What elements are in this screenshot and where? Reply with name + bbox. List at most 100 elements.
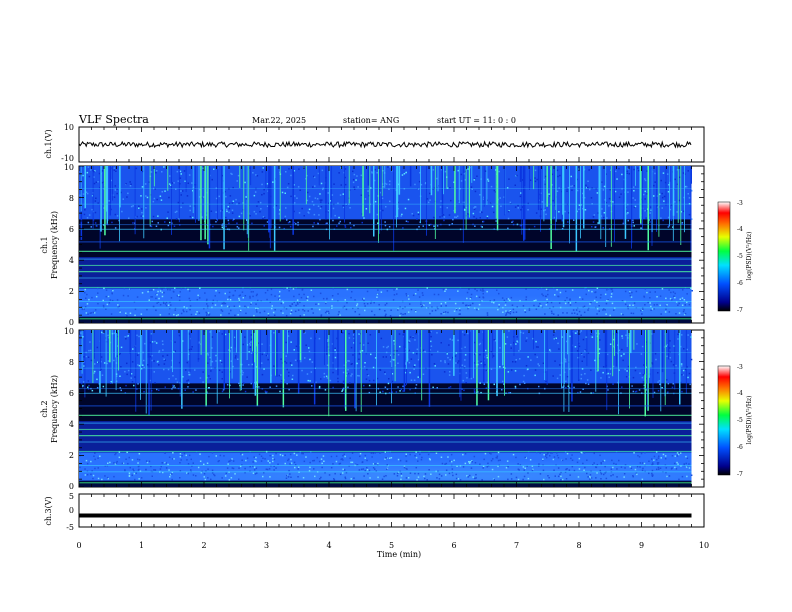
- spectrogram-speckle: [163, 291, 165, 294]
- ch3-ytick: 0: [69, 506, 74, 515]
- spectrogram-speckle: [138, 453, 141, 455]
- spectrogram-speckle: [519, 300, 521, 302]
- spectrogram-sferic: [409, 166, 412, 187]
- spectrogram-speckle: [552, 199, 554, 202]
- spectrogram-speckle: [239, 310, 242, 313]
- spectrogram-speckle: [315, 381, 317, 384]
- spectrogram-speckle: [188, 297, 191, 300]
- spectrogram-speckle: [350, 461, 352, 464]
- spectrogram-speckle: [163, 363, 166, 365]
- spectrogram-speckle: [463, 206, 465, 208]
- spectrogram-speckle: [444, 170, 447, 173]
- spectrogram-speckle: [406, 468, 408, 470]
- spectrogram-speckle: [444, 360, 446, 362]
- spectrogram-speckle: [419, 172, 421, 174]
- spectrogram-speckle: [110, 381, 112, 383]
- spectrogram-speckle: [309, 380, 311, 382]
- spectrogram-speckle: [179, 183, 181, 185]
- spectrogram-speckle: [84, 288, 86, 291]
- spectrogram-speckle: [362, 298, 364, 300]
- spectrogram-speckle: [156, 170, 158, 172]
- spectrogram-speckle: [424, 351, 427, 353]
- spectrogram-speckle: [111, 367, 114, 370]
- spectrogram-speckle: [342, 382, 345, 384]
- spectrogram-speckle: [556, 377, 559, 380]
- spectrogram-speckle: [621, 188, 623, 190]
- spectrogram-speckle: [568, 368, 571, 370]
- spectrogram-speckle: [453, 210, 455, 212]
- spectrogram-speckle: [580, 452, 582, 455]
- spectrogram-speckle: [118, 353, 121, 356]
- spectrogram-speckle: [91, 208, 93, 211]
- spectrogram-sferic: [119, 166, 120, 242]
- spectrogram-speckle: [575, 309, 578, 311]
- spectrogram-speckle: [311, 308, 313, 310]
- spectrogram-speckle: [596, 287, 599, 289]
- spectrogram-speckle: [469, 461, 472, 463]
- spectrogram-speckle: [647, 301, 649, 304]
- spectrogram-speckle: [95, 181, 98, 183]
- spectrogram-speckle: [134, 216, 137, 218]
- spectrogram-speckle: [165, 467, 168, 469]
- spectrogram-low-glow: [79, 288, 692, 317]
- spectrogram-speckle: [627, 168, 629, 170]
- spectrogram-speckle: [140, 215, 142, 217]
- spectrogram-speckle: [672, 383, 674, 385]
- spectrogram-speckle: [264, 390, 267, 393]
- spectrogram-speckle: [121, 210, 123, 213]
- spectrogram-speckle: [538, 364, 540, 367]
- spectrogram-speckle: [93, 170, 95, 173]
- spectrogram-speckle: [106, 476, 109, 479]
- spectrogram-speckle: [473, 389, 476, 391]
- spectrogram-speckle: [142, 215, 144, 217]
- spectrogram-speckle: [285, 362, 288, 364]
- spectrogram-speckle: [275, 204, 278, 207]
- spectrogram-speckle: [287, 183, 290, 185]
- spectrogram-speckle: [145, 195, 147, 197]
- spectrogram-speckle: [556, 452, 558, 454]
- spectrogram-speckle: [653, 459, 655, 461]
- spectrogram-speckle: [362, 468, 365, 470]
- spectrogram-speckle: [516, 174, 518, 177]
- spectrogram-speckle: [125, 338, 127, 340]
- spectrogram-speckle: [164, 303, 167, 305]
- spectrogram-speckle: [483, 196, 485, 199]
- spectrogram-speckle: [479, 194, 481, 196]
- spectrogram-sferic: [394, 330, 396, 382]
- spectrogram-speckle: [344, 176, 346, 179]
- spectrogram-speckle: [316, 456, 318, 459]
- spectrogram-sferic: [459, 330, 461, 398]
- spectrogram-speckle: [272, 311, 275, 314]
- spectrogram-speckle: [468, 462, 471, 464]
- spectrogram-sferic: [523, 166, 525, 241]
- spectrogram-speckle: [638, 456, 641, 458]
- spectrogram-speckle: [682, 289, 684, 291]
- spectrogram-speckle: [666, 173, 669, 175]
- spectrogram-speckle: [127, 335, 129, 337]
- spectrogram-speckle: [149, 379, 152, 382]
- spectrogram-speckle: [466, 475, 468, 477]
- spectrogram-speckle: [179, 177, 182, 179]
- spectrogram-speckle: [285, 314, 288, 317]
- spectrogram-speckle: [497, 451, 500, 454]
- spectrogram-speckle: [689, 383, 691, 386]
- spectrogram-speckle: [188, 371, 190, 373]
- spectrogram-speckle: [393, 340, 395, 342]
- spectrogram-speckle: [493, 478, 495, 481]
- spectrogram-speckle: [127, 462, 129, 465]
- spectrogram-speckle: [113, 475, 115, 478]
- spectrogram-speckle: [558, 302, 561, 304]
- spectrogram-speckle: [666, 475, 668, 478]
- spectrogram-speckle: [600, 478, 602, 480]
- spectrogram-speckle: [251, 363, 254, 366]
- spectrogram-speckle: [256, 293, 258, 296]
- spectrogram-speckle: [685, 368, 687, 371]
- spectrogram-speckle: [129, 312, 132, 314]
- spectrogram-speckle: [441, 215, 443, 217]
- spectrogram-sferic: [239, 330, 241, 391]
- spectrogram-speckle: [173, 182, 175, 184]
- spectrogram-speckle: [684, 304, 686, 306]
- spectrogram-speckle: [521, 179, 524, 181]
- ch2-colorbar-tick: -5: [737, 417, 743, 424]
- spectrogram-speckle: [153, 187, 155, 190]
